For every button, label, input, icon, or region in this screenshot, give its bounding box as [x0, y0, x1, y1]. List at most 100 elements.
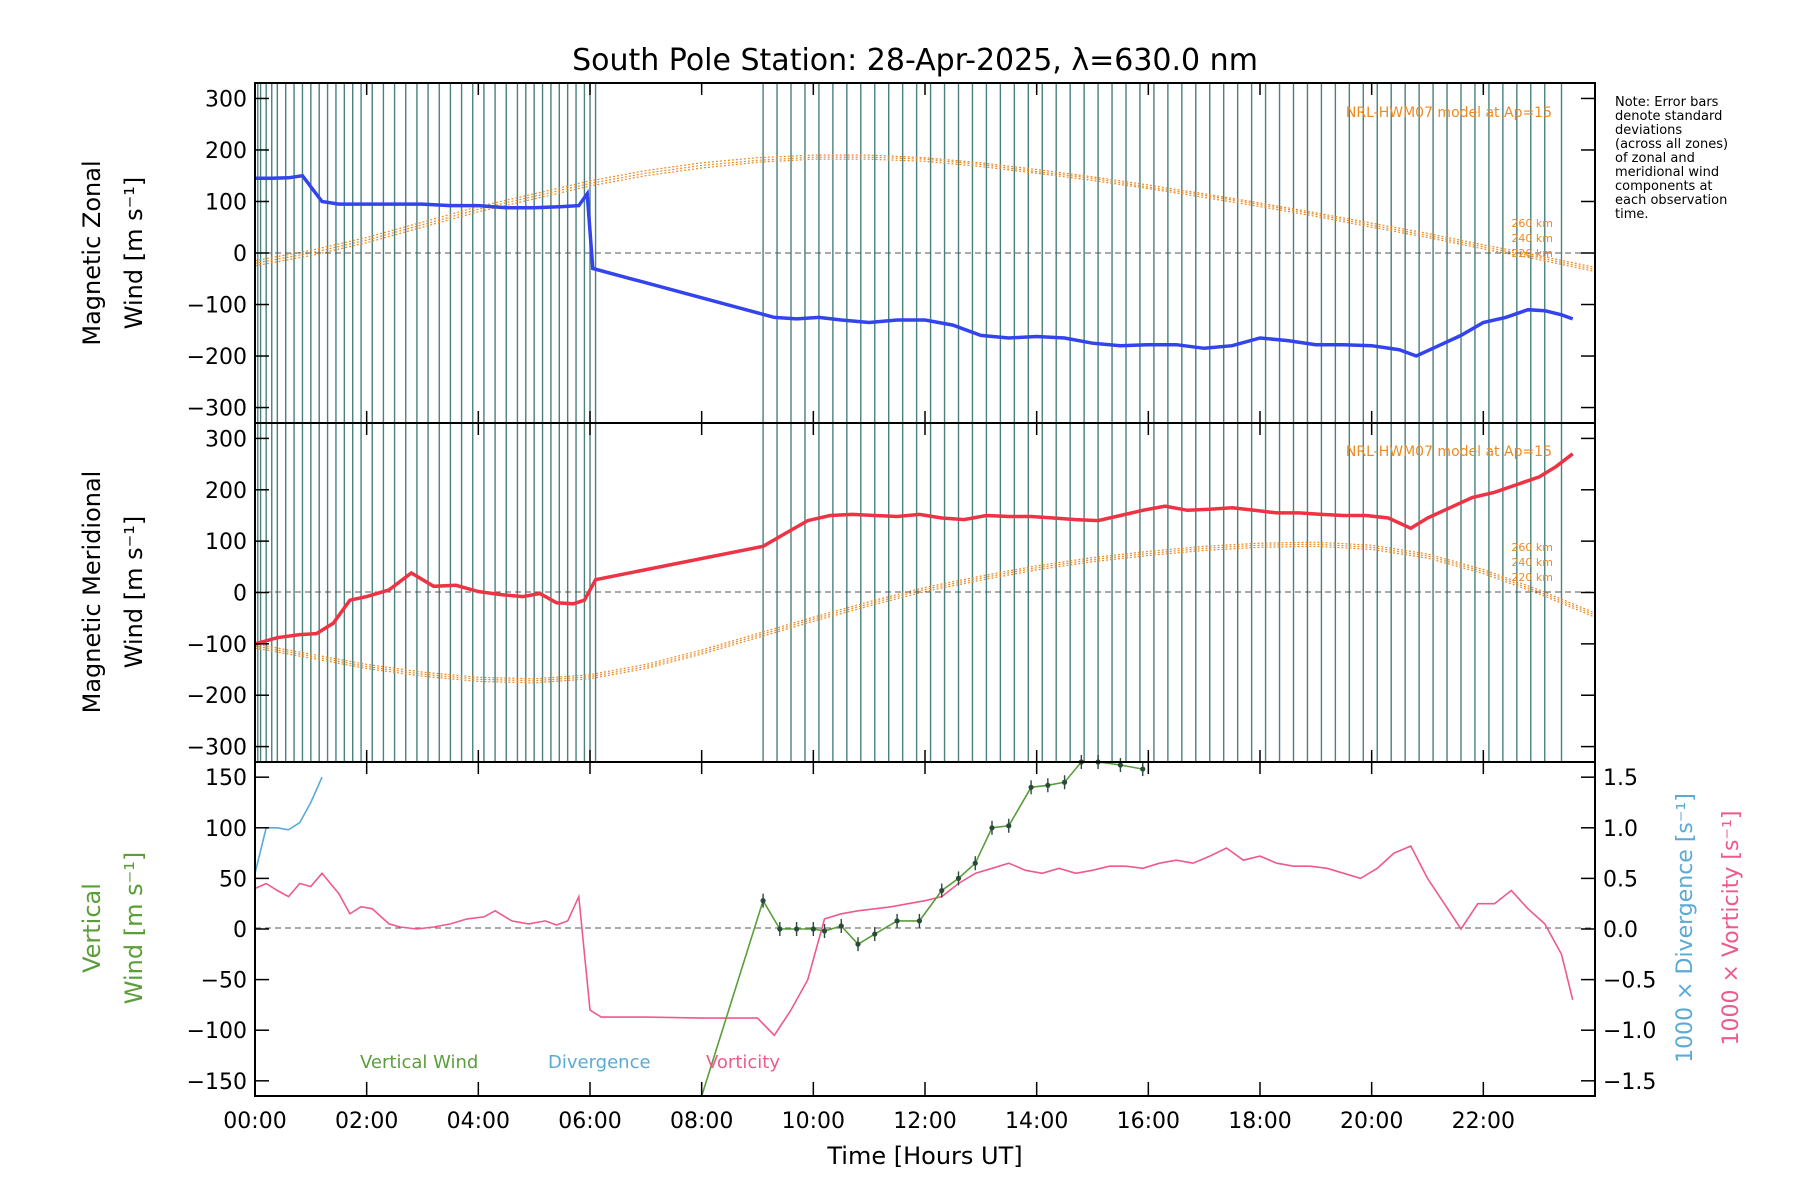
- model-altitude-260: 260 km: [1511, 217, 1553, 230]
- x-tick-label: 02:00: [335, 1109, 398, 1134]
- y2-axis-label-divergence: 1000 × Divergence [s⁻¹]: [1673, 793, 1698, 1063]
- model-curve: [254, 154, 1596, 268]
- model-altitude-220: 220 km: [1511, 247, 1553, 260]
- x-tick-label: 18:00: [1228, 1109, 1291, 1134]
- y-axis-label-line1: Magnetic Meridional: [78, 471, 106, 714]
- vertical-wind-point: [1045, 782, 1051, 788]
- y-tick-label: −50: [201, 969, 247, 994]
- y-axis-label-line2: Wind [m s⁻¹]: [120, 177, 148, 329]
- y-tick-label: 300: [205, 427, 247, 452]
- model-curve: [254, 543, 1596, 682]
- y-tick-label: 300: [205, 87, 247, 112]
- y2-tick-label: 0.5: [1603, 867, 1638, 892]
- y-tick-label: 0: [233, 582, 247, 607]
- model-curve: [254, 158, 1596, 273]
- vertical-wind-point: [838, 923, 844, 929]
- y-tick-label: −300: [187, 736, 247, 761]
- x-ticks: [254, 83, 1596, 423]
- y-tick-label: 200: [205, 139, 247, 164]
- vertical-wind-line: [700, 761, 1143, 1097]
- vertical-wind-point: [916, 918, 923, 924]
- error-bar-note: Note: Error bars denote standard deviati…: [1615, 95, 1729, 222]
- vorticity-line: [254, 844, 1574, 1037]
- zonal-panel: 300 200 100 0 −100 −200 −300 NRL-HWM07 model a…: [78, 82, 1596, 424]
- vertical-wind-point: [1140, 766, 1146, 772]
- vertical-wind-point: [1117, 762, 1124, 768]
- y2-tick-label: −1.5: [1603, 1070, 1656, 1095]
- y2-tick-label: 1.5: [1603, 766, 1638, 791]
- model-curve: [254, 545, 1596, 684]
- model-altitude-220: 220 km: [1511, 571, 1553, 584]
- y-tick-label: 50: [219, 867, 247, 892]
- y-tick-label: −200: [187, 684, 247, 709]
- x-tick-label: 14:00: [1005, 1109, 1068, 1134]
- legend-vertical-wind: Vertical Wind: [360, 1052, 478, 1073]
- model-curves: [254, 154, 1596, 273]
- y-tick-label: 150: [205, 766, 247, 791]
- divergence-line: [254, 776, 323, 874]
- y-ticks: 300 200 100 0 −100 −200 −300: [187, 87, 1595, 422]
- y2-axis-label-vorticity: 1000 × Vorticity [s⁻¹]: [1719, 811, 1744, 1046]
- model-label: NRL-HWM07 model at Ap=15: [1346, 444, 1552, 460]
- model-curves: [254, 541, 1596, 684]
- vertical-wind-point: [1028, 784, 1034, 790]
- y-tick-label: −100: [187, 633, 247, 658]
- x-ticks: 00:00 02:00 04:00 06:00 08:00 10:00 12:00 14:00…: [223, 762, 1596, 1134]
- model-altitude-260: 260 km: [1511, 541, 1553, 554]
- y-tick-label: 0: [233, 242, 247, 267]
- vertical-wind-point: [777, 926, 783, 932]
- x-tick-label: 20:00: [1340, 1109, 1403, 1134]
- y2-ticks: 1.5 1.0 0.5 0.0 −0.5 −1.0 −1.5: [1581, 766, 1656, 1095]
- model-altitude-240: 240 km: [1511, 232, 1553, 245]
- y-tick-label: −100: [187, 1019, 247, 1044]
- vertical-panel: 150 100 50 0 −50 −100 −150 1.5 1.0 0.5 0.0 −0.5 −1.…: [78, 755, 1744, 1170]
- x-tick-label: 16:00: [1117, 1109, 1180, 1134]
- y-tick-label: −200: [187, 345, 247, 370]
- vertical-wind-point: [939, 887, 945, 894]
- y2-tick-label: 0.0: [1603, 918, 1638, 943]
- y2-tick-label: −1.0: [1603, 1019, 1656, 1044]
- model-altitude-240: 240 km: [1511, 556, 1553, 569]
- x-ticks: [254, 423, 1596, 762]
- meridional-wind-line: [254, 452, 1574, 646]
- vertical-wind-point: [972, 860, 978, 866]
- x-tick-label: 00:00: [223, 1109, 286, 1134]
- vertical-wind-point: [855, 941, 861, 947]
- y-ticks: 150 100 50 0 −50 −100 −150: [187, 766, 269, 1095]
- x-tick-label: 12:00: [893, 1109, 956, 1134]
- y-tick-label: −100: [187, 294, 247, 319]
- y-axis-label-line1: Magnetic Zonal: [78, 160, 106, 345]
- vertical-wind-point: [793, 926, 800, 932]
- vertical-wind-point: [872, 931, 878, 937]
- x-tick-label: 10:00: [782, 1109, 845, 1134]
- y-axis-label-line2: Wind [m s⁻¹]: [120, 516, 148, 668]
- vertical-wind-point: [894, 918, 900, 924]
- y-tick-label: 0: [233, 918, 247, 943]
- y-tick-label: 100: [205, 190, 247, 215]
- chart-title: South Pole Station: 28-Apr-2025, λ=630.0…: [572, 43, 1258, 78]
- y-tick-label: 100: [205, 530, 247, 555]
- x-tick-label: 06:00: [558, 1109, 621, 1134]
- vertical-wind-point: [955, 875, 962, 881]
- legend-divergence: Divergence: [548, 1052, 651, 1073]
- y2-tick-label: 1.0: [1603, 817, 1638, 842]
- y-tick-label: 200: [205, 479, 247, 504]
- vertical-wind-point: [760, 898, 766, 904]
- y-axis-label-line1: Vertical: [78, 883, 106, 973]
- zonal-wind-line: [255, 173, 1574, 358]
- x-tick-label: 08:00: [670, 1109, 733, 1134]
- vertical-wind-point: [1006, 823, 1012, 829]
- meridional-panel: 300 200 100 0 −100 −200 −300 NRL-HWM07 model a…: [78, 422, 1596, 763]
- y-tick-label: 100: [205, 817, 247, 842]
- y-tick-label: −150: [187, 1070, 247, 1095]
- model-curve: [254, 541, 1596, 680]
- legend-vorticity: Vorticity: [706, 1052, 780, 1073]
- x-tick-label: 22:00: [1452, 1109, 1515, 1134]
- y-ticks: 300 200 100 0 −100 −200 −300: [187, 427, 1595, 761]
- y-tick-label: −300: [187, 397, 247, 422]
- vertical-wind-point: [821, 928, 828, 934]
- vertical-wind-point: [989, 825, 995, 831]
- y-axis-label-line2: Wind [m s⁻¹]: [120, 852, 148, 1004]
- model-curve: [254, 156, 1596, 271]
